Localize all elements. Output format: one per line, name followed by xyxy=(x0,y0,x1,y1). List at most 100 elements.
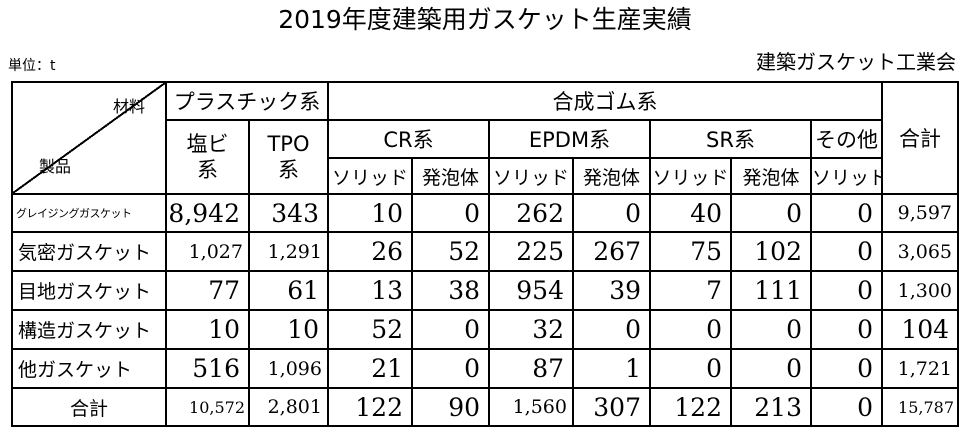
cell-sr-solid: 40 xyxy=(649,193,732,233)
cell-sr-foam: 111 xyxy=(730,270,812,311)
cell-cr-solid: 13 xyxy=(327,270,413,311)
tpo-header: TPO 系 xyxy=(248,119,329,195)
cell-total: 15,787 xyxy=(881,387,960,427)
cell-pvc: 10 xyxy=(165,309,250,350)
cell-pvc: 8,942 xyxy=(165,193,250,233)
cell-epdm-foam: 307 xyxy=(572,387,651,427)
corner-cell: 材料 製品 xyxy=(11,81,167,195)
cr-foam-header: 発泡体 xyxy=(411,157,490,195)
cell-cr-foam: 0 xyxy=(411,348,490,389)
organization-name: 建築ガスケット工業会 xyxy=(756,50,956,74)
cell-tpo: 61 xyxy=(248,270,329,311)
production-table: 材料 製品 プラスチック系 合成ゴム系 合計 塩ビ系 TPO 系 CR系 EPDM… xyxy=(11,81,960,427)
cell-sr-solid: 0 xyxy=(649,309,732,350)
unit-label: 単位：t xyxy=(8,58,56,74)
cell-cr-foam: 38 xyxy=(411,270,490,311)
cell-other-solid: 0 xyxy=(809,387,884,427)
pvc-header-text: 塩ビ系 xyxy=(186,132,229,182)
cell-other-solid: 0 xyxy=(809,309,884,350)
row-label-airtight: 気密ガスケット xyxy=(11,231,167,272)
cell-pvc: 10,572 xyxy=(165,387,250,427)
header-row-1: 材料 製品 プラスチック系 合成ゴム系 合計 xyxy=(11,81,960,195)
cell-other-solid: 0 xyxy=(809,348,884,389)
cell-cr-foam: 90 xyxy=(411,387,490,427)
page-title: 2019年度建築用ガスケット生産実績 xyxy=(278,5,692,34)
cell-tpo: 2,801 xyxy=(248,387,329,427)
cell-cr-solid: 52 xyxy=(327,309,413,350)
tpo-header-text: TPO 系 xyxy=(267,132,310,182)
cell-epdm-solid: 262 xyxy=(488,193,574,233)
epdm-header: EPDM系 xyxy=(488,119,651,159)
rubber-group-header: 合成ゴム系 xyxy=(326,81,884,121)
cell-tpo: 1,291 xyxy=(248,231,329,272)
cr-header: CR系 xyxy=(327,119,490,159)
cell-sr-solid: 0 xyxy=(649,348,732,389)
table-row: 目地ガスケット 77 61 13 38 954 39 7 111 0 1,300 xyxy=(11,270,960,311)
table-row: 構造ガスケット 10 10 52 0 32 0 0 0 0 104 xyxy=(11,309,960,350)
cell-epdm-foam: 39 xyxy=(572,270,651,311)
table-row: 他ガスケット 516 1,096 21 0 87 1 0 0 0 1,721 xyxy=(11,348,960,389)
cell-cr-foam: 0 xyxy=(411,193,490,233)
pvc-header: 塩ビ系 xyxy=(165,119,250,195)
row-label-joint: 目地ガスケット xyxy=(11,270,167,311)
cell-tpo: 343 xyxy=(248,193,329,233)
cell-cr-solid: 21 xyxy=(327,348,413,389)
cell-total: 104 xyxy=(881,309,960,350)
cell-other-solid: 0 xyxy=(809,193,884,233)
epdm-solid-header: ソリッド xyxy=(488,157,574,195)
cell-pvc: 77 xyxy=(165,270,250,311)
cell-epdm-foam: 0 xyxy=(572,309,651,350)
cell-other-solid: 0 xyxy=(809,270,884,311)
cell-sr-foam: 0 xyxy=(730,193,812,233)
cell-sr-foam: 0 xyxy=(730,309,812,350)
cell-total: 3,065 xyxy=(881,231,960,272)
sr-foam-header: 発泡体 xyxy=(730,157,812,195)
row-label-glazing: グレイジングガスケット xyxy=(11,193,167,233)
cell-sr-foam: 0 xyxy=(730,348,812,389)
cell-total: 1,300 xyxy=(881,270,960,311)
cell-epdm-foam: 267 xyxy=(572,231,651,272)
cell-pvc: 516 xyxy=(165,348,250,389)
cell-cr-solid: 10 xyxy=(327,193,413,233)
cell-total: 1,721 xyxy=(881,348,960,389)
cell-cr-solid: 122 xyxy=(327,387,413,427)
cell-pvc: 1,027 xyxy=(165,231,250,272)
row-label-total: 合計 xyxy=(11,387,167,427)
cell-epdm-foam: 1 xyxy=(572,348,651,389)
cell-epdm-solid: 954 xyxy=(488,270,574,311)
cell-epdm-solid: 87 xyxy=(488,348,574,389)
row-label-other: 他ガスケット xyxy=(11,348,167,389)
other-header: その他 xyxy=(809,119,884,159)
row-label-structural: 構造ガスケット xyxy=(11,309,167,350)
cell-epdm-solid: 1,560 xyxy=(488,387,574,427)
epdm-foam-header: 発泡体 xyxy=(572,157,651,195)
cell-sr-solid: 122 xyxy=(649,387,732,427)
header-row-3: ソリッド 発泡体 ソリッド 発泡体 ソリッド 発泡体 ソリッド xyxy=(12,157,958,195)
material-header: 材料 xyxy=(112,97,145,116)
cell-sr-solid: 7 xyxy=(649,270,732,311)
total-column-header: 合計 xyxy=(881,81,960,195)
other-solid-header: ソリッド xyxy=(809,157,884,195)
header-row-2: 塩ビ系 TPO 系 CR系 EPDM系 SR系 その他 xyxy=(12,119,958,195)
sr-solid-header: ソリッド xyxy=(649,157,732,195)
cell-total: 9,597 xyxy=(881,193,960,233)
sr-header: SR系 xyxy=(649,119,812,159)
cell-epdm-solid: 225 xyxy=(488,231,574,272)
cell-sr-solid: 75 xyxy=(649,231,732,272)
cell-cr-foam: 0 xyxy=(411,309,490,350)
cell-tpo: 10 xyxy=(248,309,329,350)
cell-epdm-foam: 0 xyxy=(572,193,651,233)
cell-cr-foam: 52 xyxy=(411,231,490,272)
cell-tpo: 1,096 xyxy=(248,348,329,389)
product-header: 製品 xyxy=(39,157,72,176)
cell-other-solid: 0 xyxy=(809,231,884,272)
cell-sr-foam: 213 xyxy=(730,387,812,427)
plastic-group-header: プラスチック系 xyxy=(165,81,329,121)
table-row-total: 合計 10,572 2,801 122 90 1,560 307 122 213… xyxy=(11,387,960,427)
cell-epdm-solid: 32 xyxy=(488,309,574,350)
table-row: グレイジングガスケット 8,942 343 10 0 262 0 40 0 0 … xyxy=(11,193,960,233)
cell-sr-foam: 102 xyxy=(730,231,812,272)
table-row: 気密ガスケット 1,027 1,291 26 52 225 267 75 102… xyxy=(11,231,960,272)
cell-cr-solid: 26 xyxy=(327,231,413,272)
cr-solid-header: ソリッド xyxy=(327,157,413,195)
